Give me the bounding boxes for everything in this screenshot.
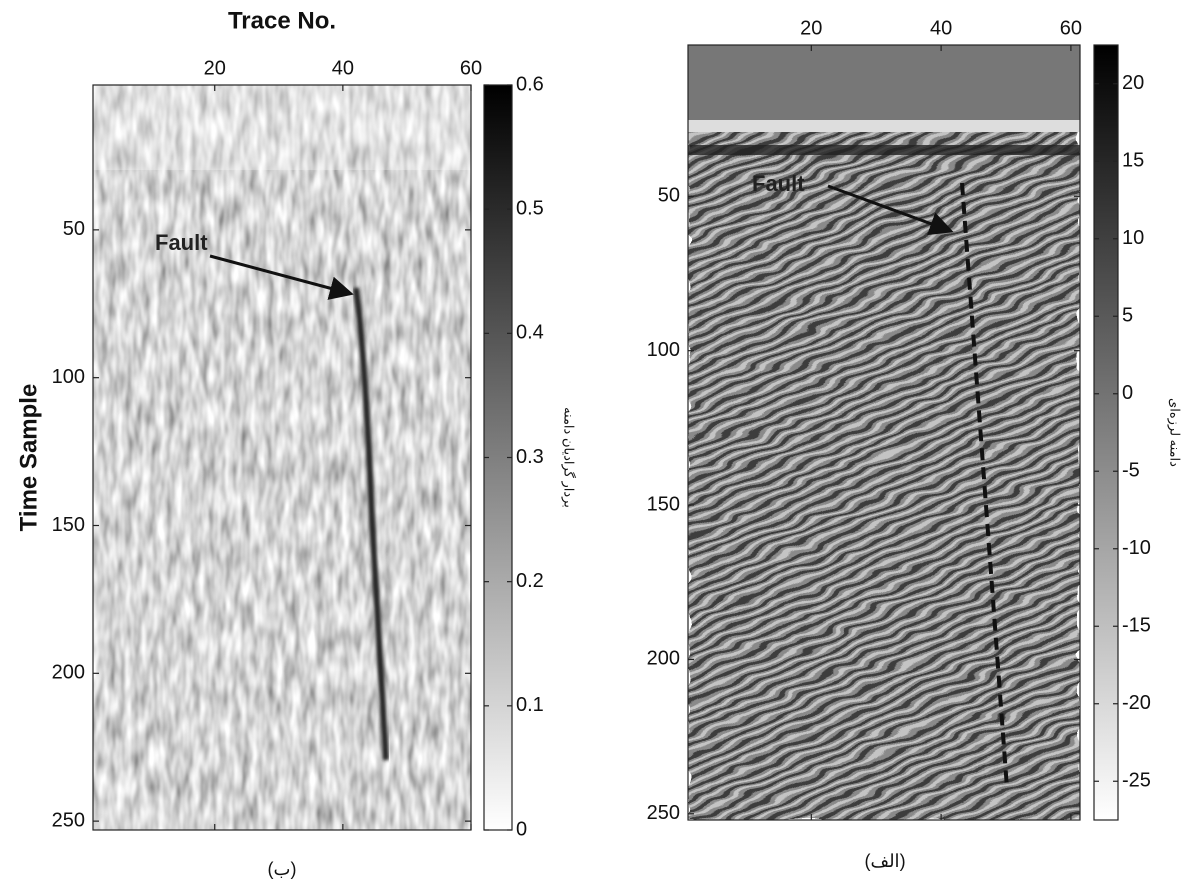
colorbar-tick-label: -10	[1122, 537, 1151, 559]
colorbar-tick-label: -5	[1122, 460, 1140, 482]
image-band	[93, 85, 471, 170]
y-tick-label: 250	[52, 809, 85, 831]
x-axis-title: Trace No.	[228, 7, 336, 34]
y-tick-label: 50	[63, 218, 85, 240]
colorbar-tick-label: 15	[1122, 150, 1144, 172]
annotation: Fault	[155, 230, 208, 255]
y-tick-label: 250	[647, 802, 680, 824]
image-band	[688, 145, 1080, 155]
colorbar-tick-label: 0.5	[516, 197, 544, 219]
colorbar-tick-label: 0	[1122, 382, 1133, 404]
y-tick-label: 100	[647, 339, 680, 361]
colorbar-tick-label: 0.1	[516, 694, 544, 716]
x-tick-label: 60	[1060, 17, 1082, 39]
y-tick-label: 200	[647, 648, 680, 670]
caption: (ب)	[268, 859, 297, 879]
image-band	[688, 45, 1080, 120]
colorbar-tick-label: 10	[1122, 227, 1144, 249]
x-tick-label: 60	[460, 57, 482, 79]
y-tick-label: 150	[52, 514, 85, 536]
y-tick-label: 200	[52, 662, 85, 684]
x-tick-label: 20	[800, 17, 822, 39]
annotation-arrow	[827, 184, 954, 236]
colorbar-label: بردار گرادیان دامنه	[561, 407, 577, 508]
x-tick-label: 40	[930, 17, 952, 39]
seismic-image	[688, 45, 1080, 820]
y-tick-label: 150	[647, 493, 680, 515]
colorbar-tick-label: 20	[1122, 72, 1144, 94]
seismic-image	[93, 85, 471, 830]
colorbar-tick-label: -25	[1122, 770, 1151, 792]
plot-frame	[92, 84, 472, 831]
y-tick-label: 100	[52, 366, 85, 388]
y-axis-title: Time Sample	[15, 384, 42, 532]
caption: (الف)	[864, 851, 905, 871]
fault-trace	[353, 287, 389, 761]
colorbar-tick-label: 0.3	[516, 446, 544, 468]
colorbar-label: دامنه لرزه‌ای	[1167, 398, 1183, 467]
colorbar-tick-label: 0.2	[516, 570, 544, 592]
colorbar-tick-label: -20	[1122, 692, 1151, 714]
colorbar-tick-label: 5	[1122, 305, 1133, 327]
y-tick-label: 50	[658, 185, 680, 207]
fault-line	[960, 182, 1009, 789]
colorbar-tick-label: 0.6	[516, 73, 544, 95]
colorbar-tick-label: 0.4	[516, 322, 544, 344]
colorbar-tick-label: 0	[516, 818, 527, 840]
annotation: Fault	[752, 171, 805, 196]
image-band	[688, 120, 1080, 132]
annotation-arrow	[209, 254, 354, 300]
x-tick-label: 20	[204, 57, 226, 79]
plot-frame	[687, 44, 1081, 821]
x-tick-label: 40	[332, 57, 354, 79]
colorbar-tick-label: -15	[1122, 615, 1151, 637]
colorbar	[1093, 44, 1119, 821]
